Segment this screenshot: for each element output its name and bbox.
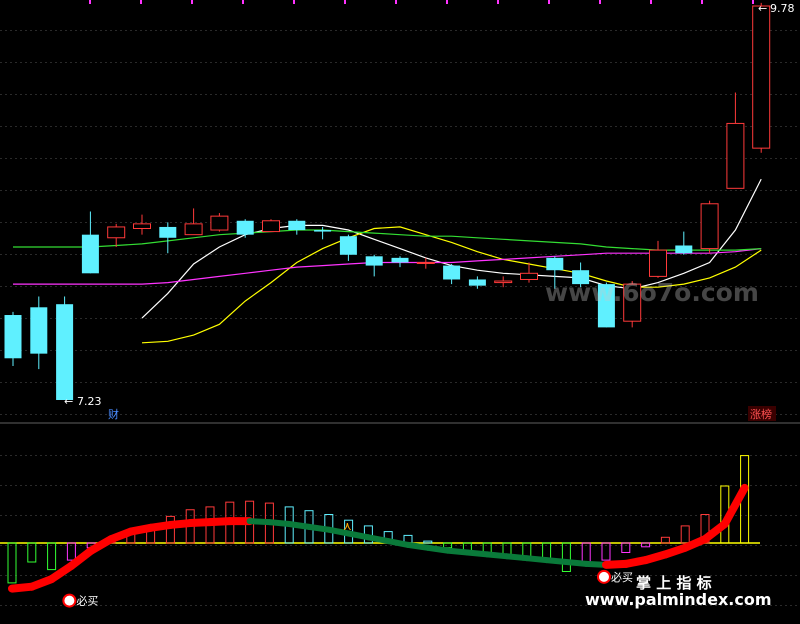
- candle-body: [752, 5, 771, 149]
- tag-zhangbang: 涨榜: [750, 407, 772, 421]
- candle-body: [443, 265, 461, 280]
- indicator-bar: [561, 542, 571, 572]
- indicator-bar: [27, 542, 37, 563]
- candle-body: [339, 236, 357, 255]
- watermark: www.6o7o.com 掌 上 指 标 www.palmindex.com: [545, 278, 772, 609]
- candle-body: [468, 279, 486, 286]
- indicator-ribbon: [424, 544, 451, 554]
- candle-body: [597, 284, 615, 328]
- indicator-ribbon: [504, 553, 530, 562]
- price-low-label: 7.23: [77, 395, 102, 408]
- candle-body: [391, 257, 409, 263]
- candle-body: [314, 230, 332, 232]
- candle-body: [416, 261, 435, 264]
- candlestick-series: [4, 2, 771, 400]
- indicator-ribbon: [543, 557, 570, 565]
- candle-body: [546, 257, 564, 271]
- candle-body: [4, 315, 22, 359]
- indicator-bar: [641, 542, 651, 548]
- price-grid: [0, 30, 800, 606]
- indicator-bar: [660, 536, 670, 544]
- turn-marker-icon: ⋏: [343, 519, 352, 533]
- buy-signal-label: 必买: [76, 595, 98, 608]
- indicator-ribbon: [246, 518, 273, 526]
- indicator-ribbon: [444, 547, 471, 556]
- candle-body: [494, 280, 513, 284]
- watermark-site: www.palmindex.com: [585, 590, 772, 609]
- tag-cai: 财: [108, 407, 119, 421]
- indicator-ribbon: [464, 549, 491, 558]
- indicator-bar: [7, 542, 17, 584]
- candle-body: [572, 270, 590, 285]
- indicator-bar: [621, 542, 631, 553]
- price-annotations: 9.78 ← 7.23 ← 财 涨榜: [64, 2, 795, 421]
- indicator-bar: [165, 515, 175, 544]
- indicator-ribbon: [523, 555, 550, 564]
- candle-body: [726, 122, 745, 189]
- watermark-top: www.6o7o.com: [545, 278, 759, 307]
- buy-signal-icon: [62, 593, 77, 608]
- buy-signal-label: 必买: [611, 571, 633, 584]
- indicator-bar: [423, 540, 433, 544]
- indicator-bar: [47, 542, 57, 571]
- candle-body: [675, 245, 693, 254]
- candle-body: [262, 220, 280, 233]
- price-high-label: 9.78: [770, 2, 795, 15]
- candle-body: [184, 223, 203, 236]
- buy-signal-icon: [597, 569, 611, 584]
- ma-line-3: [13, 229, 762, 251]
- candle-body: [159, 226, 177, 238]
- indicator-ribbon: [67, 546, 96, 570]
- candle-body: [107, 226, 126, 239]
- indicator-ribbon: [563, 559, 590, 567]
- candle-body: [56, 304, 74, 400]
- candle-body: [520, 272, 538, 280]
- indicator-ribbon: [345, 530, 372, 541]
- candle-body: [210, 215, 229, 231]
- candle-body: [81, 234, 99, 274]
- tag-zhangbang-box: [748, 406, 776, 421]
- indicator-ribbon: [266, 519, 293, 527]
- top-date-ticks: [89, 0, 754, 4]
- indicator-bar: [66, 542, 76, 561]
- indicator-bar: [680, 525, 690, 544]
- high-arrow: ←: [758, 2, 767, 15]
- indicator-ribbon: [701, 520, 729, 544]
- candle-body: [30, 307, 48, 354]
- candle-body: [288, 220, 306, 231]
- indicator-ribbon: [484, 551, 510, 560]
- candle-body: [623, 283, 642, 322]
- ma-line-1: [141, 226, 762, 344]
- low-arrow: ←: [64, 395, 73, 408]
- indicator-ribbon: [325, 526, 352, 537]
- indicator-ribbon: [385, 538, 411, 548]
- watermark-brand: 掌 上 指 标: [636, 574, 712, 592]
- indicator-ribbon: [365, 534, 392, 545]
- indicator-bar: [601, 542, 611, 561]
- indicator-ribbon: [286, 521, 312, 530]
- indicator-ribbon: [306, 523, 332, 533]
- candle-body: [700, 203, 719, 250]
- candle-body: [649, 249, 667, 277]
- indicator-ribbon: [405, 541, 431, 551]
- candle-body: [236, 220, 254, 235]
- candle-body: [133, 223, 151, 229]
- ma-line-2: [13, 248, 762, 285]
- indicator-ribbon: [720, 483, 749, 528]
- candle-body: [365, 256, 383, 266]
